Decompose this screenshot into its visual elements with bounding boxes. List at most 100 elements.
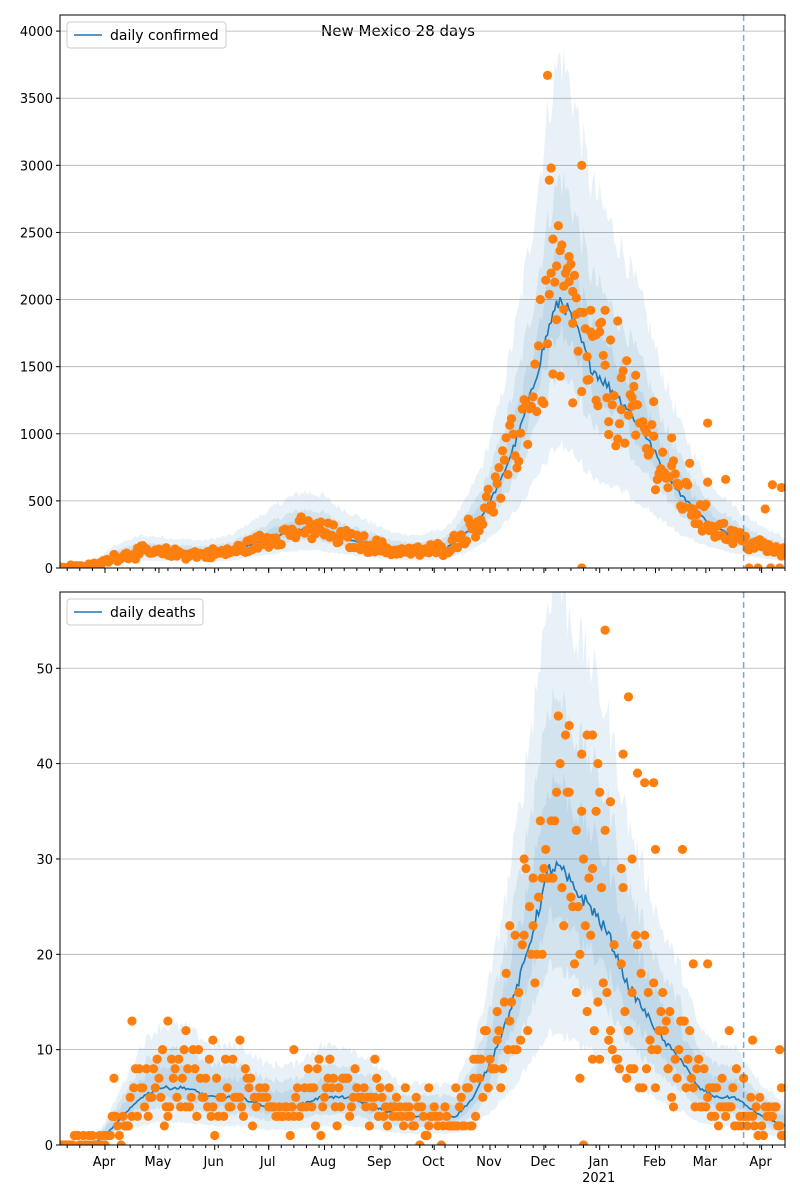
data-point (454, 1102, 464, 1112)
data-point (105, 1130, 115, 1141)
data-point (154, 1073, 164, 1083)
x-tick-label: Dec (530, 1155, 555, 1170)
data-point (111, 1111, 121, 1121)
data-point (147, 1092, 157, 1102)
data-point (276, 539, 286, 550)
data-point (776, 1083, 785, 1093)
data-point (434, 1111, 445, 1121)
data-point (595, 1054, 605, 1064)
data-point (602, 987, 612, 998)
data-point (112, 1121, 123, 1131)
data-point (658, 447, 668, 457)
data-point (318, 1102, 328, 1112)
data-point (620, 1006, 630, 1017)
data-point (640, 778, 650, 788)
data-point (605, 797, 616, 807)
data-point (559, 281, 569, 291)
data-point (712, 1083, 722, 1093)
data-point (530, 359, 540, 369)
data-point (658, 987, 668, 998)
data-point (422, 1130, 432, 1141)
legend-box (66, 21, 227, 49)
y-tick-label: 4000 (20, 25, 53, 40)
data-point (557, 882, 567, 893)
data-point (780, 1130, 785, 1141)
data-point (571, 309, 581, 319)
data-point (668, 456, 679, 466)
data-point (627, 392, 637, 403)
data-point (656, 1006, 666, 1017)
data-point (483, 484, 493, 494)
data-point (87, 1130, 97, 1141)
data-point (564, 252, 574, 262)
data-point (701, 1102, 711, 1112)
data-point (739, 1073, 749, 1083)
data-point (560, 730, 571, 740)
data-point (569, 959, 580, 969)
data-point (391, 1092, 402, 1102)
legend: daily confirmed (66, 21, 227, 49)
data-point (143, 1111, 153, 1121)
data-point (404, 1102, 414, 1112)
data-point (541, 275, 551, 285)
data-point (670, 469, 680, 479)
data-point (607, 400, 617, 410)
data-point (336, 1102, 346, 1112)
data-point (605, 335, 616, 345)
data-point (616, 863, 626, 874)
data-point (544, 175, 554, 185)
data-point (312, 1064, 322, 1074)
data-point (587, 863, 598, 874)
data-point (325, 1054, 335, 1064)
data-point (192, 1111, 202, 1121)
x-tick-label: Mar (693, 1155, 718, 1170)
data-point (618, 749, 628, 759)
data-point (319, 1092, 330, 1102)
data-point (186, 1092, 196, 1102)
data-point (613, 316, 623, 326)
data-point (505, 921, 515, 931)
data-point (141, 1064, 151, 1074)
data-point (573, 902, 583, 912)
data-point (688, 959, 698, 969)
data-point (586, 305, 596, 315)
data-point (222, 1083, 232, 1093)
data-point (726, 1102, 736, 1112)
data-point (524, 902, 535, 912)
data-point (100, 1140, 110, 1145)
data-point (208, 1102, 218, 1112)
data-point (139, 1102, 150, 1112)
data-point (568, 398, 578, 408)
data-point (551, 787, 562, 797)
data-point (582, 1006, 592, 1017)
data-point (618, 882, 628, 893)
data-point (577, 749, 587, 759)
data-point (571, 987, 581, 998)
y-tick-label: 1000 (20, 428, 53, 443)
x-tick-label: Apr (93, 1155, 116, 1170)
data-point (548, 873, 558, 883)
data-point (632, 940, 643, 950)
data-point (623, 692, 634, 702)
data-point (595, 319, 605, 329)
y-tick-label: 2500 (20, 226, 53, 241)
data-point (406, 1111, 416, 1121)
data-point (370, 1092, 380, 1102)
data-point (602, 393, 612, 403)
data-point (640, 930, 650, 940)
data-point (685, 1025, 695, 1036)
data-point (584, 873, 594, 883)
data-point (483, 1083, 493, 1093)
data-point (235, 1035, 245, 1045)
data-point (605, 1025, 616, 1036)
data-point (604, 417, 614, 427)
data-point (629, 381, 639, 392)
data-point (717, 1073, 727, 1083)
data-point (641, 443, 652, 454)
data-point (580, 921, 590, 931)
data-point (291, 1092, 301, 1102)
data-point (424, 1083, 434, 1093)
data-point (555, 371, 565, 381)
data-point (399, 1121, 409, 1131)
data-point (292, 1083, 303, 1093)
